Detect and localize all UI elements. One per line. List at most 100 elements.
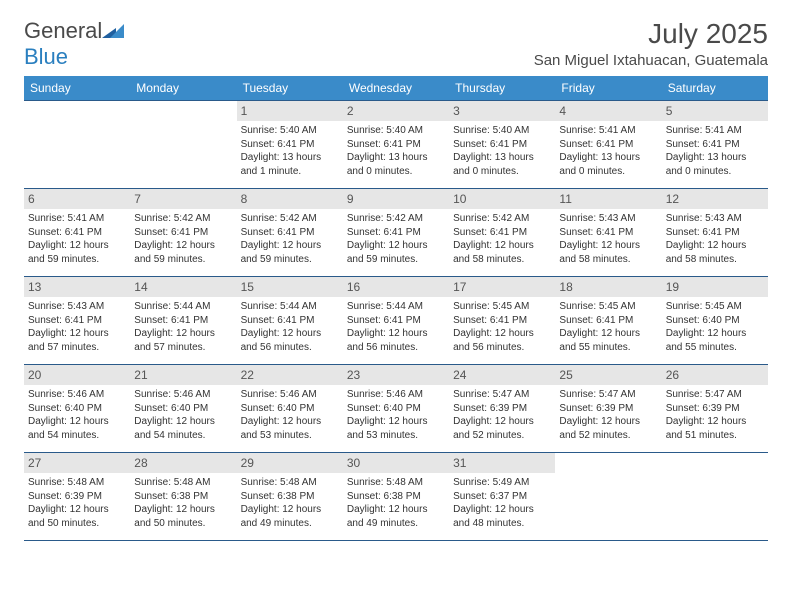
day-sunrise: Sunrise: 5:42 AM — [453, 212, 551, 226]
day-sunrise: Sunrise: 5:43 AM — [666, 212, 764, 226]
day-sunrise: Sunrise: 5:47 AM — [666, 388, 764, 402]
week-row: 1Sunrise: 5:40 AMSunset: 6:41 PMDaylight… — [24, 101, 768, 189]
day-daylight2: and 58 minutes. — [559, 253, 657, 267]
day-daylight1: Daylight: 12 hours — [134, 503, 232, 517]
day-sunset: Sunset: 6:39 PM — [453, 402, 551, 416]
day-daylight1: Daylight: 13 hours — [241, 151, 339, 165]
day-sunset: Sunset: 6:41 PM — [347, 314, 445, 328]
day-sunset: Sunset: 6:40 PM — [666, 314, 764, 328]
month-title: July 2025 — [534, 18, 768, 50]
day-cell: 31Sunrise: 5:49 AMSunset: 6:37 PMDayligh… — [449, 453, 555, 541]
day-number: 13 — [24, 277, 130, 297]
day-sunset: Sunset: 6:41 PM — [559, 138, 657, 152]
day-daylight1: Daylight: 13 hours — [666, 151, 764, 165]
day-number: 10 — [449, 189, 555, 209]
day-daylight2: and 57 minutes. — [28, 341, 126, 355]
day-cell: 17Sunrise: 5:45 AMSunset: 6:41 PMDayligh… — [449, 277, 555, 365]
day-cell: 26Sunrise: 5:47 AMSunset: 6:39 PMDayligh… — [662, 365, 768, 453]
day-number: 14 — [130, 277, 236, 297]
day-daylight2: and 52 minutes. — [559, 429, 657, 443]
day-cell: 30Sunrise: 5:48 AMSunset: 6:38 PMDayligh… — [343, 453, 449, 541]
day-number: 27 — [24, 453, 130, 473]
day-cell: 14Sunrise: 5:44 AMSunset: 6:41 PMDayligh… — [130, 277, 236, 365]
day-daylight1: Daylight: 12 hours — [559, 239, 657, 253]
day-number: 31 — [449, 453, 555, 473]
col-wednesday: Wednesday — [343, 76, 449, 101]
header: General Blue July 2025 San Miguel Ixtahu… — [24, 18, 768, 70]
day-daylight2: and 53 minutes. — [347, 429, 445, 443]
day-daylight2: and 54 minutes. — [134, 429, 232, 443]
day-daylight2: and 0 minutes. — [666, 165, 764, 179]
day-sunrise: Sunrise: 5:49 AM — [453, 476, 551, 490]
day-daylight1: Daylight: 12 hours — [134, 327, 232, 341]
day-sunset: Sunset: 6:40 PM — [134, 402, 232, 416]
day-sunrise: Sunrise: 5:42 AM — [134, 212, 232, 226]
day-sunset: Sunset: 6:38 PM — [347, 490, 445, 504]
day-daylight2: and 58 minutes. — [453, 253, 551, 267]
week-row: 20Sunrise: 5:46 AMSunset: 6:40 PMDayligh… — [24, 365, 768, 453]
col-monday: Monday — [130, 76, 236, 101]
day-number: 4 — [555, 101, 661, 121]
day-cell: 20Sunrise: 5:46 AMSunset: 6:40 PMDayligh… — [24, 365, 130, 453]
day-sunset: Sunset: 6:41 PM — [559, 314, 657, 328]
day-daylight1: Daylight: 12 hours — [241, 239, 339, 253]
day-sunrise: Sunrise: 5:46 AM — [241, 388, 339, 402]
day-daylight2: and 0 minutes. — [453, 165, 551, 179]
day-daylight2: and 57 minutes. — [134, 341, 232, 355]
day-cell: 3Sunrise: 5:40 AMSunset: 6:41 PMDaylight… — [449, 101, 555, 189]
logo-word-blue: Blue — [24, 44, 68, 69]
day-cell — [24, 101, 130, 189]
day-daylight1: Daylight: 12 hours — [453, 415, 551, 429]
day-number: 12 — [662, 189, 768, 209]
day-daylight2: and 0 minutes. — [347, 165, 445, 179]
day-number: 21 — [130, 365, 236, 385]
day-sunset: Sunset: 6:38 PM — [241, 490, 339, 504]
day-daylight1: Daylight: 12 hours — [559, 415, 657, 429]
day-number: 22 — [237, 365, 343, 385]
day-cell: 7Sunrise: 5:42 AMSunset: 6:41 PMDaylight… — [130, 189, 236, 277]
day-sunset: Sunset: 6:39 PM — [559, 402, 657, 416]
day-sunrise: Sunrise: 5:46 AM — [28, 388, 126, 402]
day-sunrise: Sunrise: 5:41 AM — [666, 124, 764, 138]
day-sunrise: Sunrise: 5:48 AM — [134, 476, 232, 490]
day-cell: 4 Sunrise: 5:41 AMSunset: 6:41 PMDaylight… — [555, 101, 661, 189]
day-sunset: Sunset: 6:41 PM — [559, 226, 657, 240]
day-sunrise: Sunrise: 5:45 AM — [666, 300, 764, 314]
day-sunset: Sunset: 6:41 PM — [28, 226, 126, 240]
logo-icon — [102, 18, 124, 32]
day-cell: 27Sunrise: 5:48 AMSunset: 6:39 PMDayligh… — [24, 453, 130, 541]
day-sunset: Sunset: 6:40 PM — [28, 402, 126, 416]
day-daylight2: and 1 minute. — [241, 165, 339, 179]
day-cell — [662, 453, 768, 541]
day-daylight1: Daylight: 13 hours — [559, 151, 657, 165]
day-number: 30 — [343, 453, 449, 473]
day-sunset: Sunset: 6:41 PM — [134, 314, 232, 328]
day-daylight2: and 48 minutes. — [453, 517, 551, 531]
day-daylight2: and 50 minutes. — [28, 517, 126, 531]
day-daylight1: Daylight: 12 hours — [241, 503, 339, 517]
day-cell: 5Sunrise: 5:41 AMSunset: 6:41 PMDaylight… — [662, 101, 768, 189]
day-sunrise: Sunrise: 5:46 AM — [134, 388, 232, 402]
day-sunset: Sunset: 6:41 PM — [28, 314, 126, 328]
day-number: 8 — [237, 189, 343, 209]
week-row: 13Sunrise: 5:43 AMSunset: 6:41 PMDayligh… — [24, 277, 768, 365]
day-daylight2: and 0 minutes. — [559, 165, 657, 179]
day-sunrise: Sunrise: 5:42 AM — [241, 212, 339, 226]
day-cell: 15Sunrise: 5:44 AMSunset: 6:41 PMDayligh… — [237, 277, 343, 365]
day-cell: 6Sunrise: 5:41 AMSunset: 6:41 PMDaylight… — [24, 189, 130, 277]
day-number: 18 — [555, 277, 661, 297]
day-cell: 13Sunrise: 5:43 AMSunset: 6:41 PMDayligh… — [24, 277, 130, 365]
day-daylight2: and 50 minutes. — [134, 517, 232, 531]
day-daylight2: and 55 minutes. — [666, 341, 764, 355]
day-cell: 8Sunrise: 5:42 AMSunset: 6:41 PMDaylight… — [237, 189, 343, 277]
day-daylight2: and 56 minutes. — [347, 341, 445, 355]
day-sunset: Sunset: 6:41 PM — [241, 138, 339, 152]
day-number: 7 — [130, 189, 236, 209]
day-cell: 12Sunrise: 5:43 AMSunset: 6:41 PMDayligh… — [662, 189, 768, 277]
day-sunrise: Sunrise: 5:41 AM — [559, 124, 657, 138]
day-sunset: Sunset: 6:41 PM — [666, 138, 764, 152]
day-cell: 2Sunrise: 5:40 AMSunset: 6:41 PMDaylight… — [343, 101, 449, 189]
day-cell — [555, 453, 661, 541]
logo-word-general: General — [24, 18, 102, 43]
day-daylight1: Daylight: 12 hours — [28, 503, 126, 517]
